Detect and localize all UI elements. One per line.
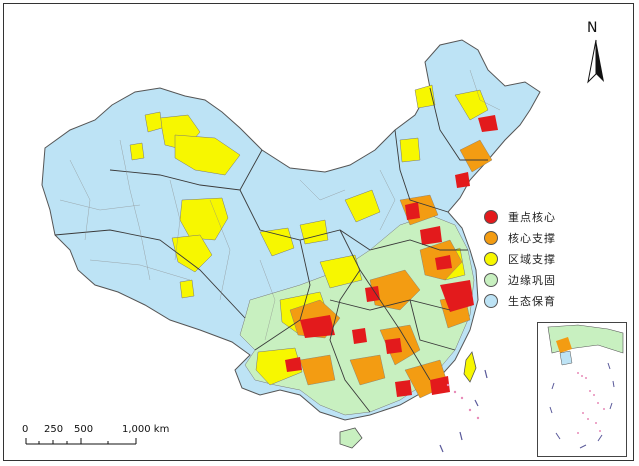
north-label: N xyxy=(587,20,598,36)
legend-item-key-core: 重点核心 xyxy=(484,206,556,227)
legend-label: 区域支撑 xyxy=(508,252,556,266)
county-borders xyxy=(59,69,501,341)
legend-swatch xyxy=(484,230,498,245)
hainan-island xyxy=(339,427,363,449)
legend-swatch xyxy=(484,272,498,287)
sea-boundary-dashes xyxy=(439,369,488,453)
south-sea-islands xyxy=(446,383,480,420)
north-arrow: N xyxy=(582,20,610,90)
legend-label: 重点核心 xyxy=(508,210,556,224)
scale-tick-label: 250 xyxy=(44,424,64,435)
legend-swatch xyxy=(484,209,498,224)
province-borders xyxy=(54,87,488,413)
legend-label: 边缘巩固 xyxy=(508,273,556,287)
taiwan-island xyxy=(463,351,477,383)
legend: 重点核心 核心支撑 区域支撑 边缘巩固 生态保育 xyxy=(484,206,556,311)
legend-swatch xyxy=(484,251,498,266)
scale-bar-line xyxy=(25,438,137,445)
legend-label: 生态保育 xyxy=(508,294,556,308)
legend-item-ecological-protection: 生态保育 xyxy=(484,290,556,311)
inset-map xyxy=(547,324,624,449)
legend-item-regional-support: 区域支撑 xyxy=(484,248,556,269)
legend-label: 核心支撑 xyxy=(508,231,556,245)
scale-tick-label: 500 xyxy=(74,424,94,435)
north-arrow-icon xyxy=(587,39,604,84)
scale-tick-label: 1,000 km xyxy=(122,424,170,435)
scale-tick-label: 0 xyxy=(22,424,29,435)
legend-swatch xyxy=(484,293,498,308)
south-china-sea-inset xyxy=(537,322,627,457)
legend-item-edge-consolidation: 边缘巩固 xyxy=(484,269,556,290)
scale-bar: 0 250 500 1,000 km xyxy=(22,424,182,454)
key-core-areas xyxy=(285,115,498,397)
legend-item-core-support: 核心支撑 xyxy=(484,227,556,248)
